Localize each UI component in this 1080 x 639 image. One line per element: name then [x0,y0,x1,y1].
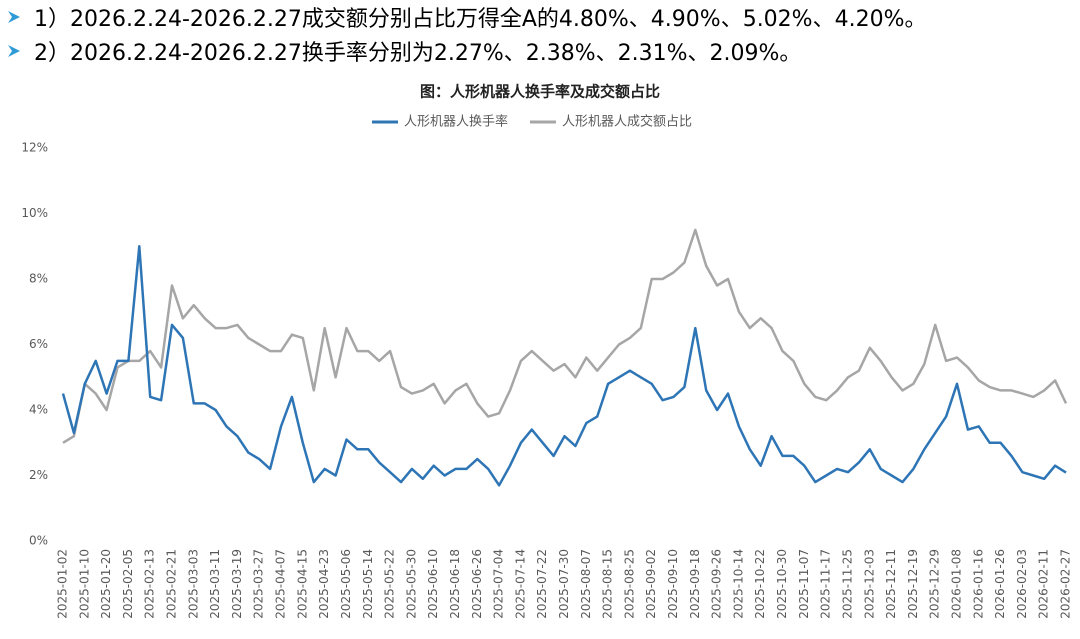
x-tick-label: 2026-02-03 [1015,549,1029,619]
x-tick-label: 2025-10-30 [775,549,789,619]
y-tick-label: 12% [21,141,48,155]
bullet-item: 2）2026.2.24-2026.2.27换手率分别为2.27%、2.38%、2… [0,34,1080,68]
x-tick-label: 2025-05-30 [404,549,418,619]
x-tick-label: 2025-02-13 [143,549,157,619]
y-tick-label: 10% [21,206,48,220]
y-tick-label: 8% [29,272,48,286]
x-tick-label: 2025-07-30 [557,549,571,619]
x-tick-label: 2025-04-23 [317,549,331,619]
x-tick-label: 2025-01-10 [77,549,91,619]
x-tick-label: 2025-09-26 [710,549,724,619]
x-tick-label: 2025-05-06 [339,549,353,619]
legend-label: 人形机器人换手率 [404,114,508,130]
x-tick-label: 2025-03-03 [186,549,200,619]
bullet-text: 2）2026.2.24-2026.2.27换手率分别为2.27%、2.38%、2… [34,41,802,66]
x-tick-label: 2025-03-19 [230,549,244,619]
x-tick-label: 2025-08-25 [622,549,636,619]
x-tick-label: 2025-06-10 [426,549,440,619]
x-tick-label: 2025-07-04 [492,549,506,619]
x-tick-label: 2025-09-18 [688,549,702,619]
x-tick-label: 2025-07-22 [535,549,549,619]
bullet-item: 1）2026.2.24-2026.2.27成交额分别占比万得全A的4.80%、4… [0,0,1080,34]
y-tick-label: 2% [29,468,48,482]
bullet-icon [8,11,20,23]
x-tick-label: 2025-04-07 [274,549,288,619]
x-tick-label: 2025-03-11 [208,549,222,619]
x-tick-label: 2025-08-15 [601,549,615,619]
x-tick-label: 2025-12-03 [862,549,876,619]
x-tick-label: 2025-11-25 [840,549,854,619]
x-tick-label: 2025-06-26 [470,549,484,619]
x-tick-label: 2025-08-07 [579,549,593,619]
chart: 图：人形机器人换手率及成交额占比 0% 2% 4% 6% 8% 10% 12% 2025-01… [21,83,1073,619]
x-tick-label: 2025-07-14 [513,549,527,619]
bullet-list: 1）2026.2.24-2026.2.27成交额分别占比万得全A的4.80%、4… [0,0,1080,68]
x-tick-label: 2025-11-07 [797,549,811,619]
x-tick-label: 2025-12-29 [928,549,942,619]
x-tick-label: 2025-03-27 [252,549,266,619]
y-tick-label: 4% [29,403,48,417]
x-tick-label: 2026-02-27 [1059,549,1073,619]
y-tick-label: 0% [29,534,48,548]
x-tick-label: 2025-09-02 [644,549,658,619]
x-tick-label: 2025-01-20 [99,549,113,619]
x-tick-label: 2025-09-10 [666,549,680,619]
x-tick-label: 2025-10-14 [731,549,745,619]
x-tick-label: 2026-01-08 [949,549,963,619]
x-tick-label: 2026-01-26 [993,549,1007,619]
x-tick-label: 2025-02-21 [165,549,179,619]
legend-label: 人形机器人成交额占比 [562,114,692,130]
data-line [62,228,1068,444]
y-tick-label: 6% [29,337,48,351]
x-tick-label: 2025-11-17 [819,549,833,619]
x-tick-label: 2025-12-11 [884,549,898,619]
x-tick-label: 2025-04-15 [295,549,309,619]
data-line [61,245,1067,487]
x-tick-label: 2025-01-02 [56,549,70,619]
bullet-icon [8,45,20,57]
x-tick-label: 2025-05-14 [361,549,375,619]
bullet-text: 1）2026.2.24-2026.2.27成交额分别占比万得全A的4.80%、4… [34,7,927,32]
x-tick-label: 2025-12-19 [906,549,920,619]
x-tick-label: 2026-01-16 [971,549,985,619]
x-tick-label: 2025-05-22 [383,549,397,619]
x-tick-label: 2026-02-11 [1037,549,1051,619]
x-tick-label: 2025-06-18 [448,549,462,619]
x-tick-label: 2025-10-22 [753,549,767,619]
chart-title: 图：人形机器人换手率及成交额占比 [420,83,660,101]
x-tick-label: 2025-02-05 [121,549,135,619]
